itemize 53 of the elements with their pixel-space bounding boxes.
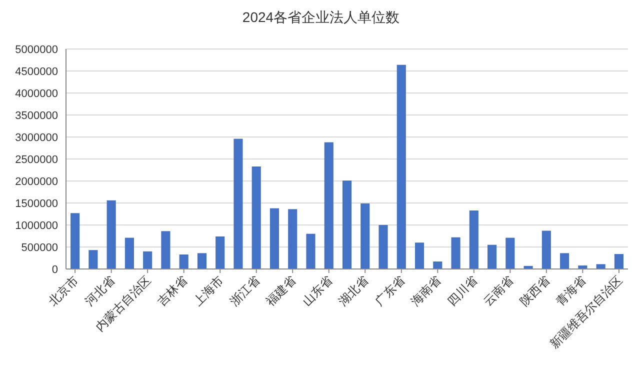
bar	[451, 237, 460, 269]
bar	[161, 231, 170, 269]
x-tick-label: 四川省	[444, 273, 480, 309]
bar	[414, 242, 424, 269]
y-tick-label: 3500000	[15, 110, 58, 122]
bar	[433, 262, 442, 269]
x-tick-label: 湖北省	[336, 273, 372, 309]
x-tick-label: 陕西省	[517, 273, 553, 309]
bar	[488, 244, 497, 269]
bar	[324, 142, 334, 269]
y-tick-label: 4000000	[15, 88, 58, 100]
bar	[342, 180, 352, 269]
bar	[306, 234, 316, 269]
x-tick-label: 浙江省	[227, 273, 262, 309]
bar	[124, 238, 134, 269]
x-tick-label: 海南省	[408, 273, 444, 309]
y-tick-label: 0	[52, 264, 58, 276]
bar	[506, 238, 515, 269]
bar	[270, 208, 280, 269]
bar	[360, 203, 370, 269]
x-tick-label: 北京市	[46, 273, 82, 309]
bar	[288, 209, 298, 269]
bar	[216, 236, 225, 269]
bar	[197, 253, 206, 269]
x-tick-label: 上海市	[190, 273, 226, 309]
bar	[378, 225, 388, 269]
y-tick-label: 500000	[21, 242, 58, 254]
y-tick-label: 2500000	[15, 154, 58, 166]
y-tick-label: 3000000	[15, 132, 58, 144]
bar	[106, 200, 116, 269]
y-tick-label: 4500000	[15, 66, 58, 78]
bar	[88, 250, 98, 269]
y-tick-label: 5000000	[15, 44, 58, 56]
bar	[234, 138, 243, 269]
bar	[542, 230, 551, 269]
x-tick-label: 吉林省	[154, 273, 190, 309]
bar	[614, 254, 624, 269]
bar	[560, 253, 570, 269]
y-tick-label: 2000000	[15, 176, 58, 188]
x-tick-label: 山东省	[300, 273, 335, 309]
bar	[396, 64, 406, 269]
chart-title: 2024各省企业法人单位数	[242, 9, 400, 25]
bar	[252, 166, 261, 269]
x-tick-label: 广东省	[372, 273, 408, 309]
bar	[179, 254, 188, 269]
x-tick-label: 福建省	[263, 273, 299, 309]
bar	[596, 264, 606, 269]
bar	[143, 251, 152, 269]
bar	[469, 210, 478, 269]
y-tick-label: 1500000	[15, 198, 58, 210]
bar	[70, 213, 80, 269]
x-tick-label: 云南省	[480, 273, 516, 309]
y-tick-label: 1000000	[15, 220, 58, 232]
